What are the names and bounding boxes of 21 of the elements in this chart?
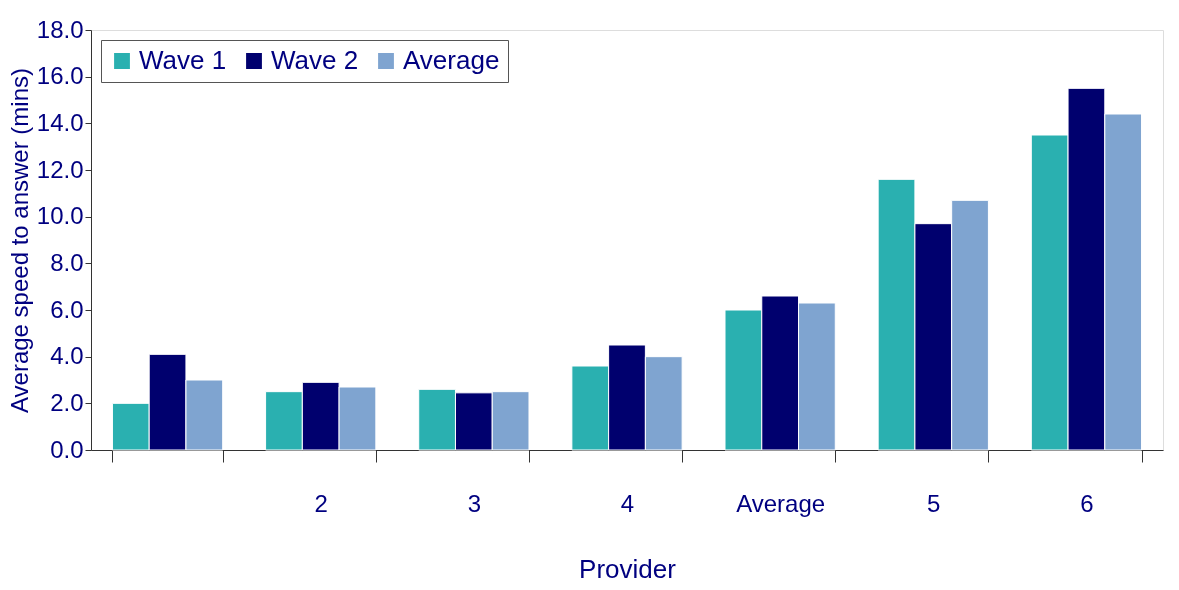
legend-label: Wave 1 — [139, 45, 227, 75]
x-tick-label: Average — [736, 489, 826, 517]
y-tick-label: 10.0 — [36, 202, 84, 230]
y-tick-label: 16.0 — [36, 62, 84, 90]
y-tick-label: 4.0 — [50, 342, 84, 370]
x-tick-label: 4 — [620, 489, 635, 517]
y-tick-label: 8.0 — [50, 248, 84, 276]
legend-label: Average — [403, 45, 500, 75]
y-tick-label: 6.0 — [50, 295, 84, 323]
x-tick-label: 2 — [314, 489, 328, 517]
x-tick-label: 5 — [927, 489, 941, 517]
y-axis-title: Average speed to answer (mins) — [5, 67, 33, 414]
x-tick-label: 6 — [1080, 489, 1094, 517]
y-tick-label: 0.0 — [50, 435, 84, 463]
y-tick-label: 12.0 — [36, 155, 84, 183]
legend-label: Wave 2 — [271, 45, 359, 75]
x-axis-title: Provider — [579, 553, 677, 584]
y-tick-label: 14.0 — [36, 108, 84, 136]
y-tick-label: 18.0 — [36, 15, 84, 43]
y-tick-label: 2.0 — [50, 388, 84, 416]
x-tick-label: 3 — [467, 489, 482, 517]
